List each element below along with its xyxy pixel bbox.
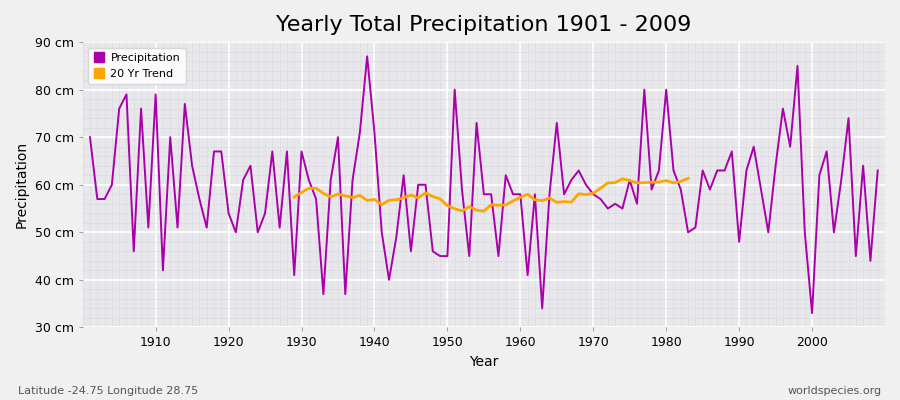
Y-axis label: Precipitation: Precipitation: [15, 141, 29, 228]
X-axis label: Year: Year: [469, 355, 499, 369]
Text: Latitude -24.75 Longitude 28.75: Latitude -24.75 Longitude 28.75: [18, 386, 198, 396]
Text: worldspecies.org: worldspecies.org: [788, 386, 882, 396]
Legend: Precipitation, 20 Yr Trend: Precipitation, 20 Yr Trend: [88, 48, 185, 84]
Title: Yearly Total Precipitation 1901 - 2009: Yearly Total Precipitation 1901 - 2009: [276, 15, 691, 35]
